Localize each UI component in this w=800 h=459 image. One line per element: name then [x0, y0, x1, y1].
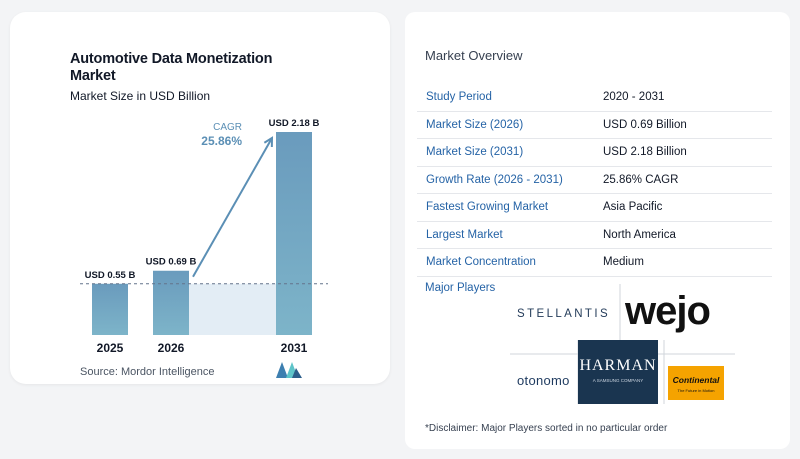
data-label-2031: USD 2.18 B	[269, 118, 320, 129]
chart-title: Automotive Data Monetization Market	[70, 51, 273, 84]
chart-subtitle: Market Size in USD Billion	[70, 89, 211, 103]
bar-2026	[153, 270, 189, 335]
row-key: Fastest Growing Market	[426, 201, 549, 214]
growth-shade	[189, 283, 276, 335]
x-tick-2025: 2025	[97, 341, 124, 355]
otonomo-logo: otonomo	[517, 373, 570, 388]
overview-row: Fastest Growing Market Asia Pacific	[417, 194, 772, 222]
cagr-arrow	[192, 137, 273, 278]
overview-table: Study Period 2020 - 2031 Market Size (202…	[417, 84, 772, 277]
bar-2031	[276, 132, 312, 335]
row-value: North America	[603, 228, 676, 241]
mordor-logo-icon	[276, 362, 302, 378]
continental-tagline: The Future in Motion	[677, 388, 715, 393]
source-note: Source: Mordor Intelligence	[80, 366, 215, 378]
row-key: Study Period	[426, 91, 492, 104]
harman-tagline: A SAMSUNG COMPANY	[592, 378, 644, 383]
cagr-value: 25.86%	[201, 134, 242, 148]
row-value: USD 0.69 Billion	[603, 118, 687, 131]
overview-row: Market Concentration Medium	[417, 249, 772, 277]
row-key: Market Concentration	[426, 256, 536, 269]
x-tick-2026: 2026	[158, 341, 185, 355]
x-tick-2031: 2031	[281, 341, 308, 355]
continental-wordmark: Continental	[672, 375, 720, 385]
bar-2025	[92, 283, 128, 335]
disclaimer-note: *Disclaimer: Major Players sorted in no …	[425, 423, 668, 434]
harman-wordmark: HARMAN	[579, 357, 657, 374]
row-value: Asia Pacific	[603, 201, 663, 214]
overview-row: Largest Market North America	[417, 222, 772, 249]
row-key: Market Size (2031)	[426, 146, 524, 159]
row-value: 25.86% CAGR	[603, 173, 679, 186]
bar-chart: USD 0.55 B 2025 USD 0.69 B 2026 USD 2.18 B 20…	[80, 118, 328, 355]
row-key: Growth Rate (2026 - 2031)	[426, 173, 563, 186]
overview-row: Market Size (2031) USD 2.18 Billion	[417, 139, 772, 167]
cagr-arrow-head	[263, 136, 274, 148]
wejo-logo: wejo	[625, 289, 711, 333]
row-key: Market Size (2026)	[426, 118, 524, 131]
major-players-label: Major Players	[425, 282, 496, 294]
row-key: Largest Market	[426, 228, 503, 241]
data-label-2025: USD 0.55 B	[85, 270, 136, 281]
cagr-label: CAGR	[213, 122, 242, 133]
row-value: 2020 - 2031	[603, 91, 665, 104]
overview-row: Growth Rate (2026 - 2031) 25.86% CAGR	[417, 167, 772, 194]
overview-row: Study Period 2020 - 2031	[417, 84, 772, 112]
data-label-2026: USD 0.69 B	[146, 257, 197, 268]
harman-logo: HARMAN A SAMSUNG COMPANY	[578, 340, 658, 404]
overview-row: Market Size (2026) USD 0.69 Billion	[417, 112, 772, 139]
stellantis-logo: STELLANTIS	[517, 308, 611, 320]
row-value: Medium	[603, 256, 644, 269]
row-value: USD 2.18 Billion	[603, 146, 687, 159]
overview-title: Market Overview	[425, 48, 523, 63]
continental-logo: Continental The Future in Motion	[668, 366, 724, 400]
